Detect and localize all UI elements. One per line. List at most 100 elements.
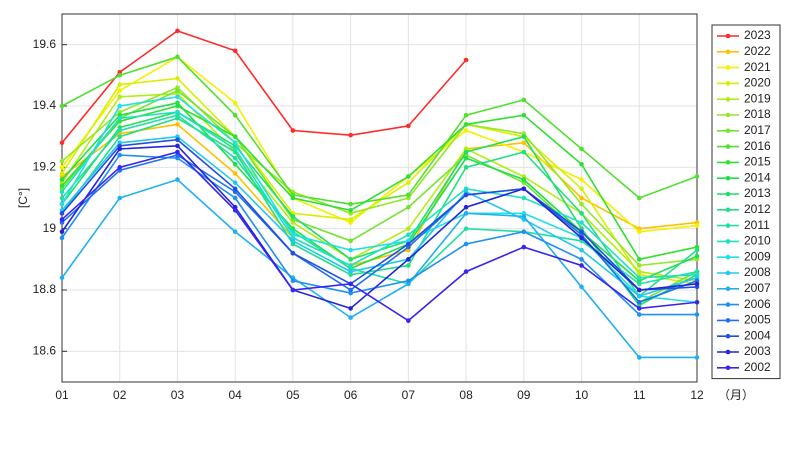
legend-marker [725,81,731,86]
series-line [61,102,698,282]
data-point [59,211,65,216]
data-point [636,312,642,317]
data-point [636,355,642,360]
x-tick-label: 04 [229,388,243,402]
legend-marker [725,191,731,197]
x-tick-label: 11 [633,388,646,402]
data-point [463,155,469,161]
data-point [521,177,527,182]
data-point [59,158,65,164]
data-point [175,94,180,100]
data-point [117,103,123,109]
data-point [694,174,700,179]
data-point [348,132,353,138]
data-point [463,211,469,216]
data-point [290,214,296,219]
data-point [463,57,469,63]
data-point [579,257,584,262]
data-point [636,287,642,293]
data-point [290,232,296,238]
data-point [521,140,527,146]
data-point [579,195,584,201]
data-point [175,122,180,127]
series-line [61,86,698,267]
data-point [636,293,642,299]
data-point [175,143,180,149]
legend-label: 2014 [744,170,771,184]
x-tick-label: 02 [113,388,127,402]
plot-area [62,14,697,382]
data-point [232,186,238,192]
series-line [61,29,467,144]
data-point [348,201,353,207]
legend-label: 2005 [744,313,771,327]
legend-label: 2012 [744,202,771,216]
data-point [463,149,469,155]
y-tick-label: 19 [43,221,57,235]
legend-label: 2022 [744,44,771,58]
data-point [348,238,353,244]
legend-marker [725,65,731,70]
data-point [694,223,700,228]
x-tick-label: 01 [55,388,69,402]
data-point [406,278,411,284]
data-point [232,112,238,118]
data-point [59,275,65,281]
legend-marker [725,239,731,244]
data-point [579,247,584,253]
data-point [348,247,353,253]
legend-marker [725,207,731,213]
data-point [406,180,411,185]
data-point [694,281,700,287]
data-point [521,97,527,103]
data-point [579,229,584,235]
series-line [61,117,698,298]
x-tick-label: 08 [459,388,473,402]
legend-marker [725,144,731,149]
data-point [59,177,65,182]
legend-marker [725,160,731,165]
data-point [117,94,123,100]
data-point [117,73,123,78]
y-tick-label: 19.2 [33,160,57,174]
data-point [232,229,238,235]
data-point [348,257,353,262]
data-point [694,312,700,317]
data-point [117,82,123,87]
data-point [463,165,469,170]
data-point [175,109,180,115]
data-point [117,134,123,139]
data-point [232,146,238,152]
y-tick-label: 19.6 [33,37,57,51]
data-point [521,134,527,139]
data-point [579,186,584,192]
data-point [59,235,65,241]
data-point [175,177,180,182]
data-point [579,211,584,216]
data-point [290,287,296,293]
data-point [694,253,700,259]
data-point [406,232,411,238]
legend-label: 2013 [744,186,771,200]
data-point [636,306,642,311]
legend-label: 2011 [744,218,770,232]
data-point [579,235,584,241]
data-point [348,269,353,274]
data-point [348,281,353,287]
data-point [406,123,411,129]
legend-marker [725,33,731,39]
data-point [59,140,65,146]
data-point [59,217,65,222]
data-point [117,165,123,170]
data-point [232,48,238,54]
legend-label: 2015 [744,155,771,169]
legend-label: 2023 [744,28,771,42]
data-point [59,195,65,201]
data-point [521,214,527,219]
legend-label: 2019 [744,91,771,105]
data-point [521,195,527,201]
data-point [117,128,123,133]
y-tick-label: 18.6 [33,344,57,358]
series-line [61,77,698,285]
